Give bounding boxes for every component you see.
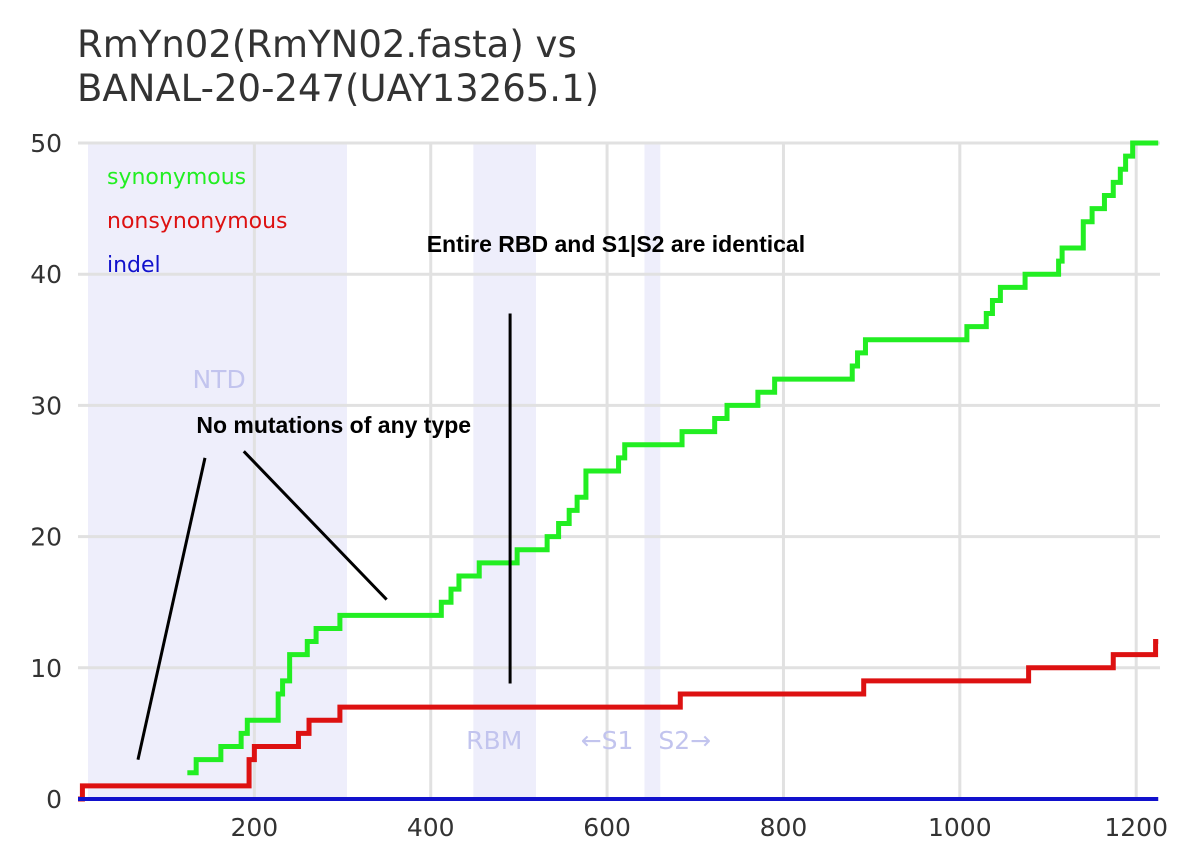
y-tick-label: 40 — [30, 260, 62, 289]
chart-title-line: BANAL-20-247(UAY13265.1) — [77, 67, 599, 110]
legend-entry-synonymous: synonymous — [107, 165, 246, 190]
x-tick-label: 600 — [583, 813, 631, 842]
legend: synonymous nonsynonymous indel — [107, 165, 288, 278]
y-tick-label: 10 — [30, 654, 62, 683]
x-tick-label: 400 — [407, 813, 455, 842]
region-labels: NTD RBM ←S1 S2→ — [192, 365, 711, 755]
legend-entry-nonsynonymous: nonsynonymous — [107, 209, 288, 234]
region-band — [88, 143, 347, 799]
x-tick-label: 800 — [760, 813, 808, 842]
region-label: S2→ — [658, 726, 711, 755]
legend-entry-indel: indel — [107, 253, 161, 278]
region-bands — [88, 143, 661, 799]
annotation-pointer-line — [136, 457, 207, 760]
x-tick-label: 200 — [231, 813, 279, 842]
chart-title-line: RmYn02(RmYN02.fasta) vs — [77, 23, 577, 66]
region-band — [473, 143, 536, 799]
series-lines — [78, 140, 1159, 802]
y-tick-label: 0 — [46, 785, 62, 814]
annotation-pointer-line — [242, 450, 388, 601]
grid-lines — [78, 141, 1160, 799]
annotations: No mutations of any type Entire RBD and S… — [136, 231, 805, 760]
nonsynonymous-line — [78, 639, 1159, 802]
y-tick-label: 30 — [30, 391, 62, 420]
region-band — [644, 143, 661, 799]
x-tick-label: 1000 — [928, 813, 992, 842]
y-tick-label: 50 — [30, 129, 62, 158]
region-label: RBM — [466, 726, 522, 755]
region-label: NTD — [192, 365, 245, 394]
y-tick-label: 20 — [30, 523, 62, 552]
annotation-text: Entire RBD and S1|S2 are identical — [427, 231, 805, 257]
x-axis: 200 400 600 800 1000 1200 — [231, 813, 1168, 842]
y-axis: 0 10 20 30 40 50 — [30, 129, 62, 814]
synonymous-line — [187, 140, 1159, 776]
chart-title: RmYn02(RmYN02.fasta) vsBANAL-20-247(UAY1… — [77, 23, 599, 110]
region-label: ←S1 — [581, 726, 634, 755]
x-tick-label: 1200 — [1104, 813, 1168, 842]
annotation-text: No mutations of any type — [196, 412, 471, 438]
